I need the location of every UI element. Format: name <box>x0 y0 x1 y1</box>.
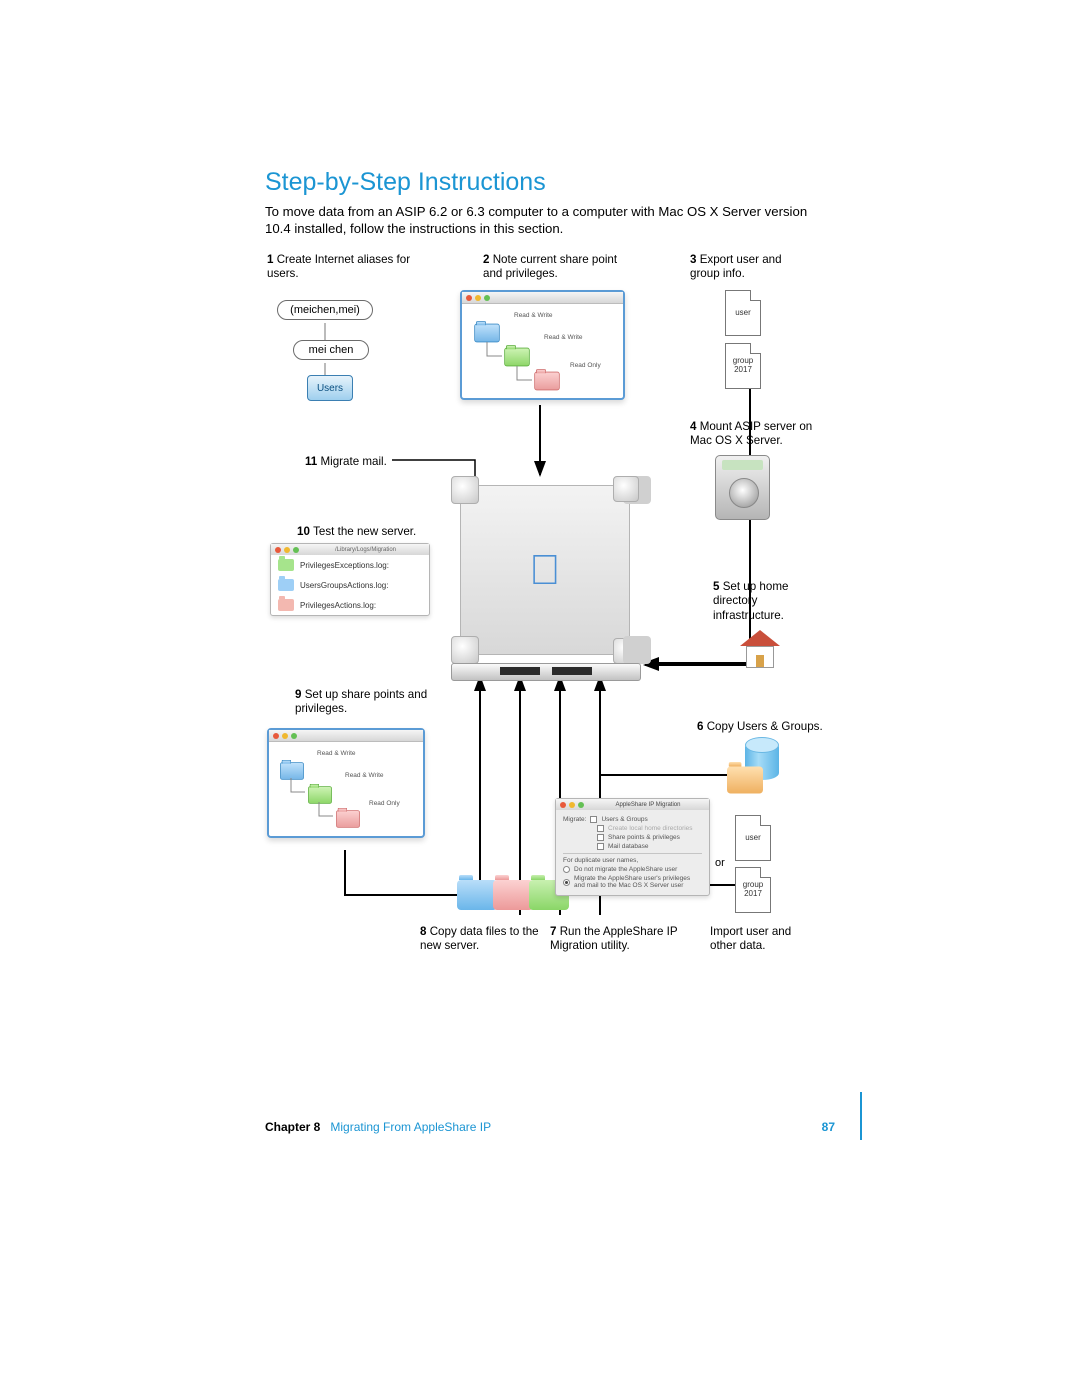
user-doc-top: user <box>725 290 761 336</box>
disk-icon <box>715 455 770 520</box>
group-doc-bottom: group 2017 <box>735 867 771 913</box>
data-folder-pink <box>493 880 533 910</box>
section-title: Step-by-Step Instructions <box>265 168 835 197</box>
step-11-label: 11 Migrate mail. <box>305 455 425 469</box>
log-window: /Library/Logs/Migration PrivilegesExcept… <box>270 543 430 616</box>
step-1-label: 1 Create Internet aliases for users. <box>267 253 417 282</box>
log-row-1: UsersGroupsActions.log: <box>300 581 388 590</box>
import-label: Import user and other data. <box>710 925 820 954</box>
step-10-label: 10 Test the new server. <box>297 525 457 539</box>
page-number: 87 <box>822 1120 835 1134</box>
step-9-label: 9 Set up share points and privileges. <box>295 688 435 717</box>
step-2-label: 2 Note current share point and privilege… <box>483 253 623 282</box>
share-points-window-bottom: Read & Write Read & Write Read Only <box>267 728 425 838</box>
users-box: Users <box>307 375 353 401</box>
log-row-2: PrivilegesActions.log: <box>300 601 376 610</box>
name-bubble: mei chen <box>293 340 369 360</box>
mac-server-illustration:  <box>460 485 630 655</box>
apple-logo-icon:  <box>529 546 561 594</box>
home-icon <box>740 630 780 670</box>
step-7-label: 7 Run the AppleShare IP Migration utilit… <box>550 925 700 954</box>
data-folder-blue <box>457 880 497 910</box>
step-8-label: 8 Copy data files to the new server. <box>420 925 550 954</box>
migration-diagram: 1 Create Internet aliases for users. 2 N… <box>265 245 835 985</box>
footer-rule <box>860 1092 862 1140</box>
or-label: or <box>715 857 725 869</box>
intro-paragraph: To move data from an ASIP 6.2 or 6.3 com… <box>265 203 835 237</box>
users-groups-folder <box>727 767 763 794</box>
step-5-label: 5 Set up home directory infrastructure. <box>713 580 823 623</box>
group-doc-top: group 2017 <box>725 343 761 389</box>
step-6-label: 6 Copy Users & Groups. <box>697 720 837 734</box>
share-points-window-top: Read & Write Read & Write Read Only <box>460 290 625 400</box>
page-footer: Chapter 8 Migrating From AppleShare IP 8… <box>265 1120 835 1134</box>
migration-utility-window: AppleShare IP Migration Migrate:Users & … <box>555 798 710 896</box>
step-4-label: 4 Mount ASIP server on Mac OS X Server. <box>690 420 830 449</box>
alias-bubble: (meichen,mei) <box>277 300 373 320</box>
log-row-0: PrivilegesExceptions.log: <box>300 561 389 570</box>
chapter-label: Chapter 8 <box>265 1120 320 1134</box>
step-3-label: 3 Export user and group info. <box>690 253 810 282</box>
chapter-title: Migrating From AppleShare IP <box>330 1120 491 1134</box>
rack-server-icon <box>451 663 641 681</box>
user-doc-bottom: user <box>735 815 771 861</box>
